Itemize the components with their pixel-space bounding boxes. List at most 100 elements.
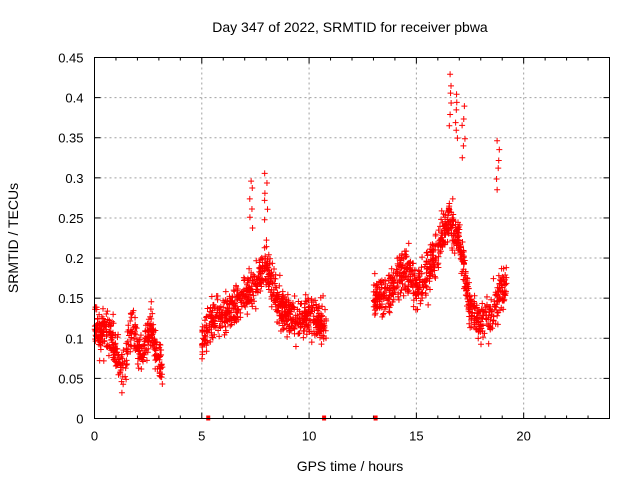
data-point xyxy=(435,227,442,234)
data-point xyxy=(132,331,139,338)
data-point xyxy=(138,366,145,373)
data-point xyxy=(156,344,163,351)
data-point xyxy=(261,197,268,204)
data-point xyxy=(418,264,425,271)
data-point xyxy=(437,236,444,243)
data-point xyxy=(394,262,401,269)
data-point xyxy=(459,122,466,129)
data-point xyxy=(467,324,474,331)
data-point xyxy=(224,305,231,312)
data-point xyxy=(279,288,286,295)
data-point xyxy=(449,217,456,224)
data-point xyxy=(296,308,303,315)
data-point xyxy=(127,342,134,349)
data-point xyxy=(409,283,416,290)
data-point xyxy=(246,265,253,272)
data-point xyxy=(494,312,501,319)
data-point xyxy=(438,216,445,223)
data-point xyxy=(223,317,230,324)
data-point xyxy=(461,135,468,142)
data-point xyxy=(203,314,210,321)
data-point xyxy=(127,330,134,337)
data-point xyxy=(320,333,327,340)
data-point xyxy=(493,292,500,299)
data-point xyxy=(503,264,510,271)
data-point xyxy=(228,321,235,328)
data-point xyxy=(134,355,141,362)
data-point xyxy=(471,292,478,299)
y-tick-label: 0.45 xyxy=(58,51,83,66)
data-point xyxy=(261,190,268,197)
data-point xyxy=(429,246,436,253)
data-point xyxy=(452,221,459,228)
data-point xyxy=(278,300,285,307)
x-tick-label: 15 xyxy=(409,429,423,444)
data-point xyxy=(483,302,490,309)
data-point xyxy=(315,314,322,321)
data-point xyxy=(492,304,499,311)
data-point xyxy=(427,267,434,274)
data-point xyxy=(285,306,292,313)
data-point xyxy=(247,291,254,298)
data-point xyxy=(226,300,233,307)
data-point xyxy=(452,119,459,126)
data-point xyxy=(261,244,268,251)
data-point xyxy=(106,328,113,335)
data-point xyxy=(300,328,307,335)
data-point xyxy=(455,232,462,239)
data-point xyxy=(292,322,299,329)
data-point xyxy=(450,217,457,224)
data-point xyxy=(252,280,259,287)
data-point xyxy=(232,315,239,322)
data-point xyxy=(270,265,277,272)
data-point xyxy=(371,270,378,277)
data-point xyxy=(281,294,288,301)
data-point xyxy=(315,304,322,311)
data-point xyxy=(230,305,237,312)
data-point xyxy=(119,373,126,380)
data-point xyxy=(267,255,274,262)
data-point xyxy=(417,297,424,304)
data-point xyxy=(92,335,99,342)
data-point xyxy=(374,286,381,293)
data-point xyxy=(274,308,281,315)
data-point xyxy=(248,269,255,276)
data-point xyxy=(103,310,110,317)
data-point xyxy=(141,349,148,356)
data-point xyxy=(453,127,460,134)
data-point xyxy=(99,320,106,327)
data-point xyxy=(439,219,446,226)
data-point xyxy=(439,232,446,239)
data-point xyxy=(282,298,289,305)
data-point xyxy=(403,253,410,260)
data-point xyxy=(249,185,256,191)
data-point xyxy=(466,320,473,327)
data-point xyxy=(137,332,144,339)
data-point xyxy=(133,345,140,352)
data-point xyxy=(242,293,249,300)
data-point xyxy=(380,310,387,317)
data-point xyxy=(216,333,223,340)
data-point xyxy=(497,277,504,284)
data-point xyxy=(458,251,465,258)
data-point xyxy=(97,332,104,339)
data-point xyxy=(244,275,251,282)
data-point xyxy=(461,283,468,290)
data-point xyxy=(398,264,405,271)
data-point xyxy=(133,325,140,332)
data-point xyxy=(246,286,253,293)
data-point xyxy=(128,314,135,321)
data-point xyxy=(147,342,154,349)
data-point xyxy=(399,280,406,287)
data-point xyxy=(448,209,455,216)
data-point xyxy=(435,264,442,271)
data-point xyxy=(221,331,228,338)
data-point xyxy=(201,323,208,330)
data-point xyxy=(448,230,455,237)
data-point xyxy=(313,301,320,308)
y-tick-label: 0.35 xyxy=(58,131,83,146)
data-point xyxy=(438,207,445,214)
data-point xyxy=(308,295,315,302)
data-point xyxy=(445,219,452,226)
data-point xyxy=(488,296,495,303)
